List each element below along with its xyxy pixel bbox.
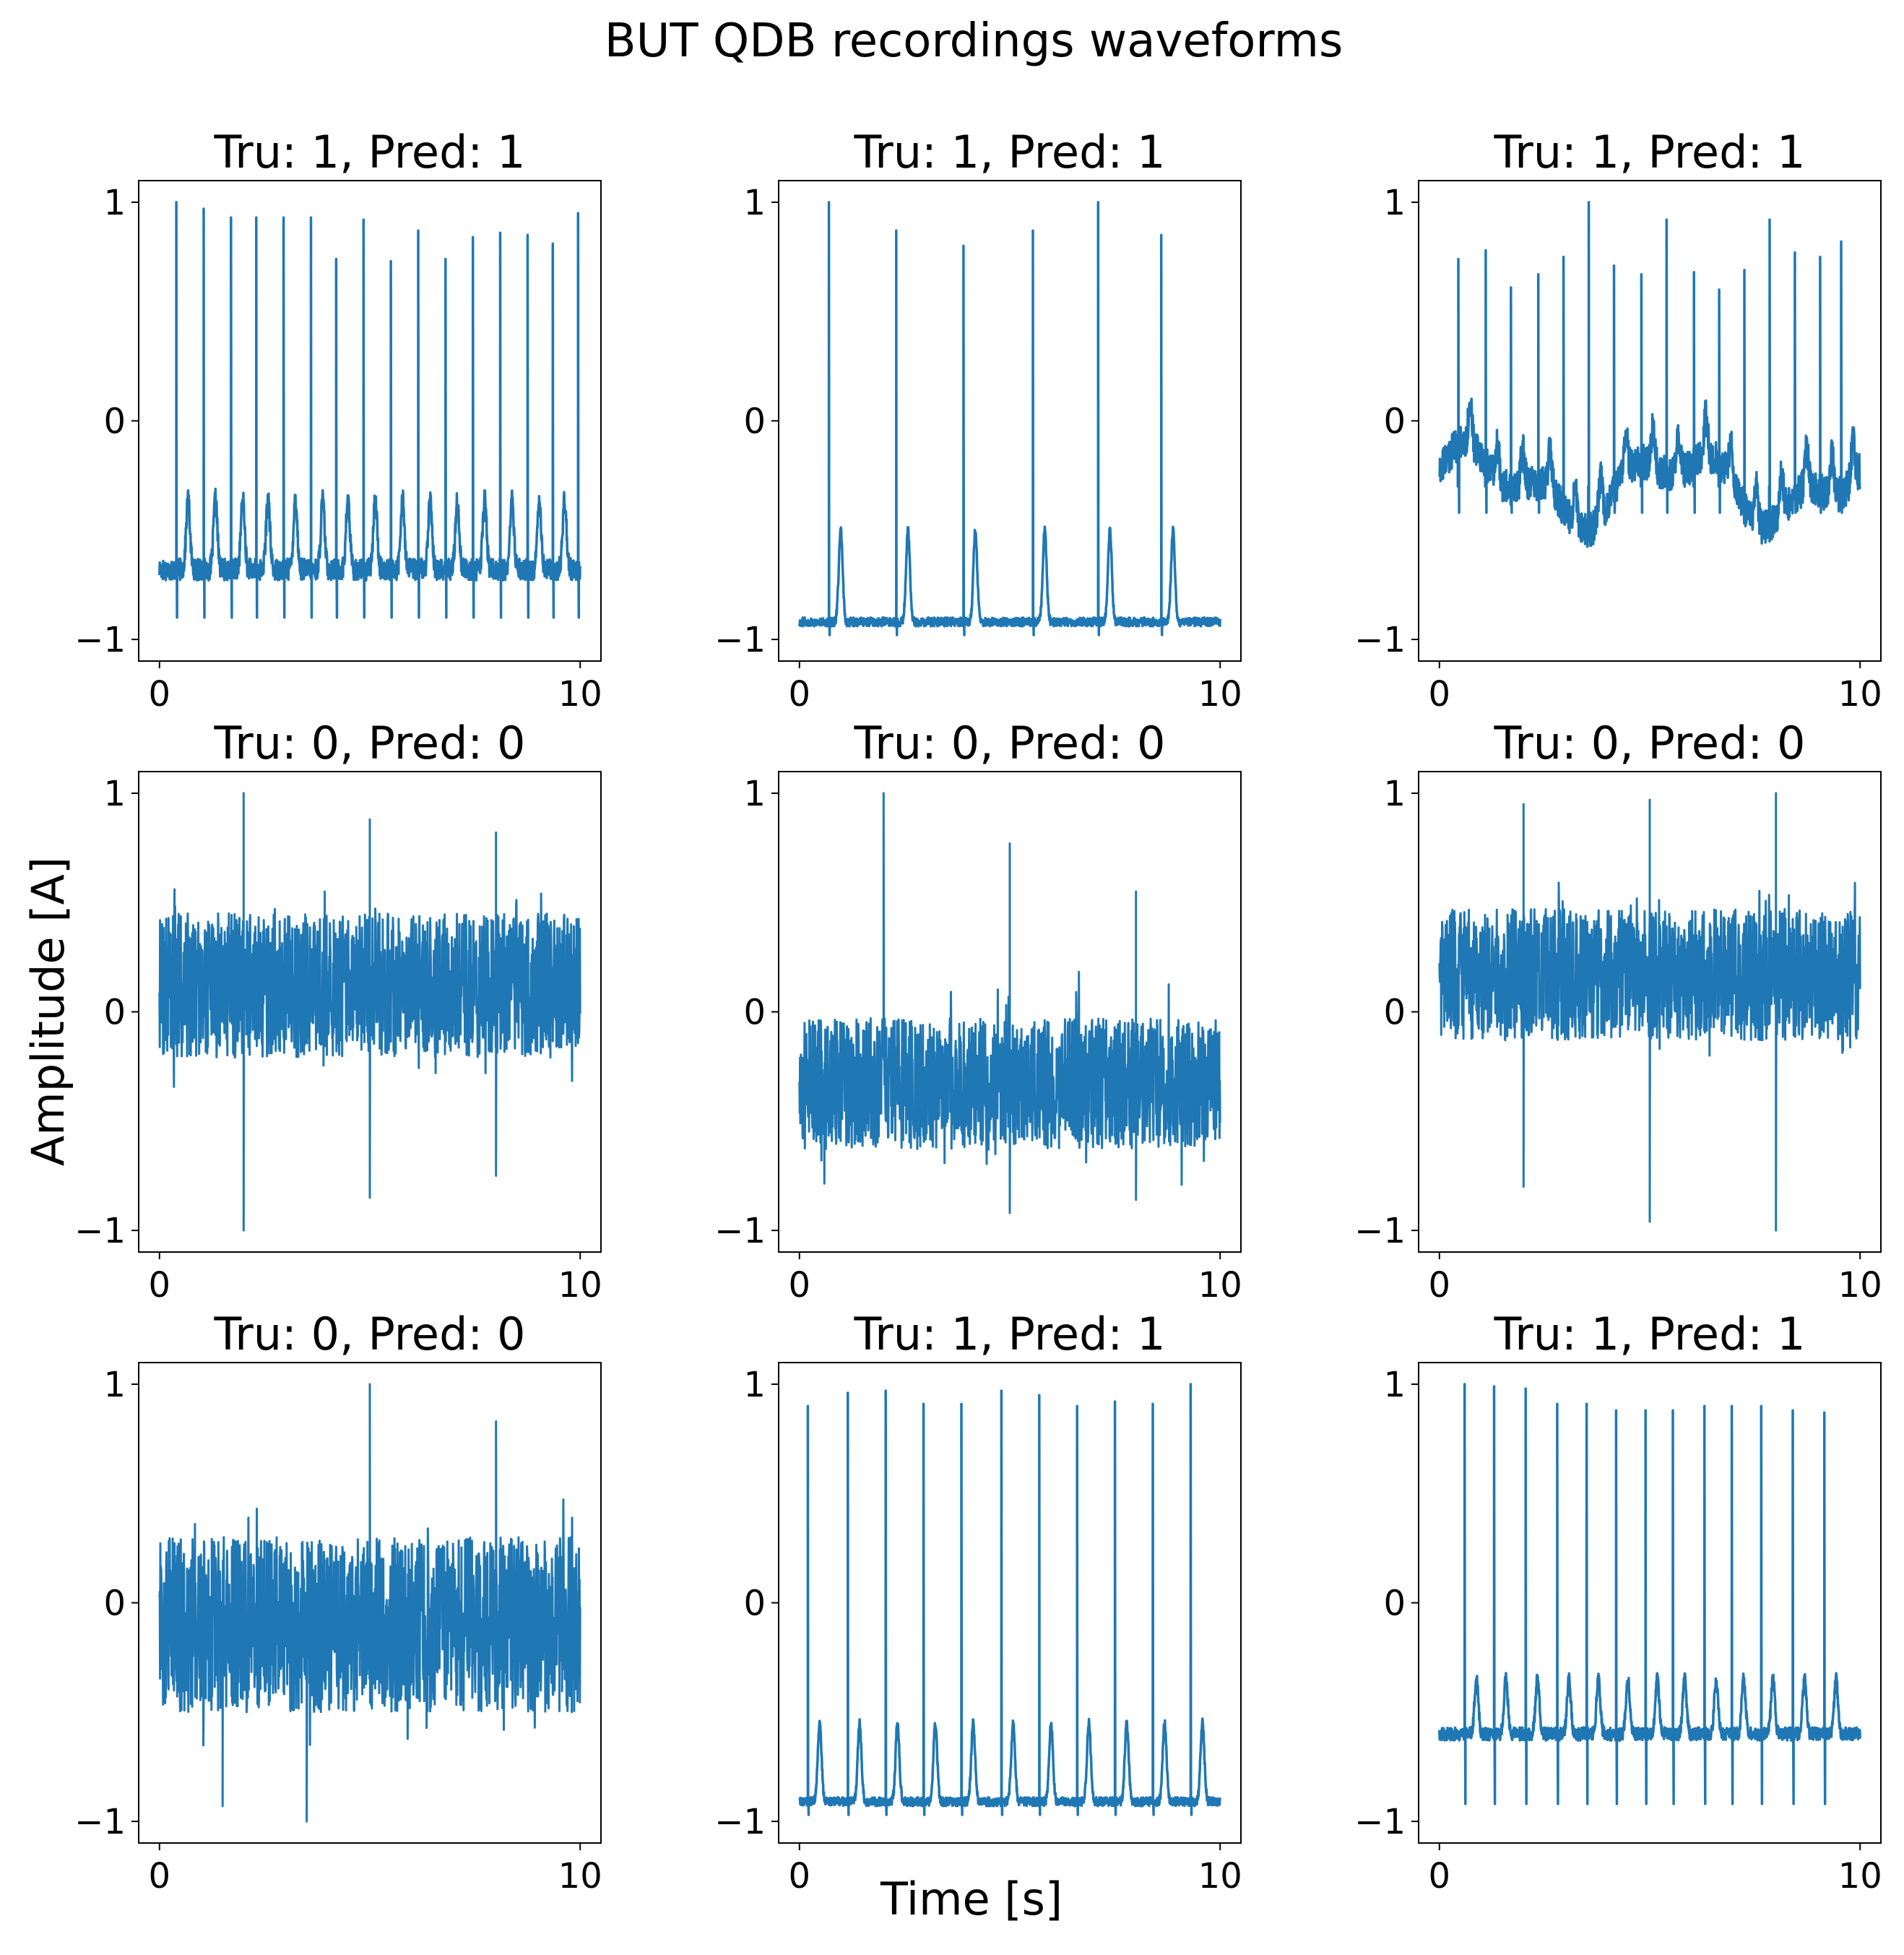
figure-title: BUT QDB recordings waveforms (605, 14, 1343, 68)
subplot-1: Tru: 1, Pred: 110−10 10 (74, 126, 602, 715)
subplot-title: Tru: 0, Pred: 0 (854, 717, 1166, 769)
y-tick-label: 1 (1383, 183, 1406, 223)
y-tick-label: 1 (743, 183, 766, 223)
y-tick-label: 1 (743, 1365, 766, 1405)
x-tick-label: 0 (149, 1856, 171, 1896)
x-tick-label: 0 (149, 1265, 171, 1306)
x-tick-label: 10 (558, 674, 602, 715)
x-tick-label: 0 (1429, 674, 1451, 715)
y-tick-label: 1 (103, 774, 126, 814)
x-tick-label: 10 (1838, 1265, 1882, 1306)
y-tick-label: 0 (1383, 402, 1406, 442)
y-tick-label: −1 (714, 1211, 766, 1251)
y-tick-label: −1 (714, 1802, 766, 1842)
subplot-3: Tru: 1, Pred: 110−10 10 (1354, 126, 1882, 715)
subplot-title: Tru: 0, Pred: 0 (1494, 717, 1806, 769)
y-tick-label: 0 (743, 402, 766, 442)
subplot-title: Tru: 1, Pred: 1 (854, 126, 1166, 178)
x-tick-label: 0 (789, 674, 811, 715)
y-tick-label: 1 (1383, 1365, 1406, 1405)
x-tick-label: 0 (1429, 1856, 1451, 1896)
signal-line (1438, 792, 1861, 1232)
y-tick-label: −1 (74, 620, 126, 660)
subplot-7: Tru: 0, Pred: 010−10 10 (74, 1308, 602, 1896)
y-tick-label: 0 (103, 402, 126, 442)
subplot-title: Tru: 1, Pred: 1 (854, 1308, 1166, 1360)
y-tick-label: 0 (1383, 993, 1406, 1033)
subplot-title: Tru: 1, Pred: 1 (1494, 1308, 1806, 1360)
y-tick-label: −1 (1354, 1211, 1406, 1251)
signal-line (158, 201, 581, 619)
y-tick-label: 1 (743, 774, 766, 814)
subplot-9: Tru: 1, Pred: 110−10 10 (1354, 1308, 1882, 1896)
subplot-2: Tru: 1, Pred: 110−10 10 (714, 126, 1242, 715)
axes-frame (138, 180, 602, 662)
y-tick-label: 0 (743, 1584, 766, 1624)
y-tick-label: −1 (1354, 1802, 1406, 1842)
subplot-4: Tru: 0, Pred: 010−10 10 (74, 717, 602, 1306)
y-tick-label: 0 (1383, 1584, 1406, 1624)
x-tick-label: 0 (789, 1856, 811, 1896)
x-tick-label: 10 (1198, 1856, 1242, 1896)
x-tick-label: 0 (1429, 1265, 1451, 1306)
subplot-title: Tru: 0, Pred: 0 (214, 1308, 526, 1360)
y-tick-label: 0 (103, 1584, 126, 1624)
signal-line (798, 201, 1221, 636)
axes-frame (778, 180, 1242, 662)
x-tick-label: 0 (149, 674, 171, 715)
signal-line (798, 792, 1221, 1214)
y-tick-label: −1 (74, 1802, 126, 1842)
y-tick-label: 1 (103, 183, 126, 223)
x-tick-label: 10 (1198, 674, 1242, 715)
axes-frame (1418, 1362, 1882, 1844)
x-tick-label: 10 (1198, 1265, 1242, 1306)
y-tick-label: 0 (103, 993, 126, 1033)
subplot-title: Tru: 0, Pred: 0 (214, 717, 526, 769)
x-tick-label: 10 (558, 1856, 602, 1896)
subplot-6: Tru: 0, Pred: 010−10 10 (1354, 717, 1882, 1306)
y-tick-label: 1 (1383, 774, 1406, 814)
signal-line (798, 1383, 1221, 1816)
x-tick-label: 10 (558, 1265, 602, 1306)
subplot-5: Tru: 0, Pred: 010−10 10 (714, 717, 1242, 1306)
subplot-8: Tru: 1, Pred: 110−10 10 (714, 1308, 1242, 1896)
subplot-title: Tru: 1, Pred: 1 (1494, 126, 1806, 178)
signal-line (158, 792, 581, 1232)
axes-frame (1418, 180, 1882, 662)
y-axis-label: Amplitude [A] (22, 857, 74, 1166)
y-tick-label: 1 (103, 1365, 126, 1405)
y-tick-label: −1 (74, 1211, 126, 1251)
x-axis-label: Time [s] (880, 1873, 1063, 1925)
y-tick-label: −1 (1354, 620, 1406, 660)
x-tick-label: 0 (789, 1265, 811, 1306)
signal-line (1438, 201, 1861, 548)
subplot-title: Tru: 1, Pred: 1 (214, 126, 526, 178)
y-tick-label: −1 (714, 620, 766, 660)
x-tick-label: 10 (1838, 674, 1882, 715)
signal-line (158, 1383, 581, 1823)
signal-line (1438, 1383, 1861, 1805)
y-tick-label: 0 (743, 993, 766, 1033)
x-tick-label: 10 (1838, 1856, 1882, 1896)
